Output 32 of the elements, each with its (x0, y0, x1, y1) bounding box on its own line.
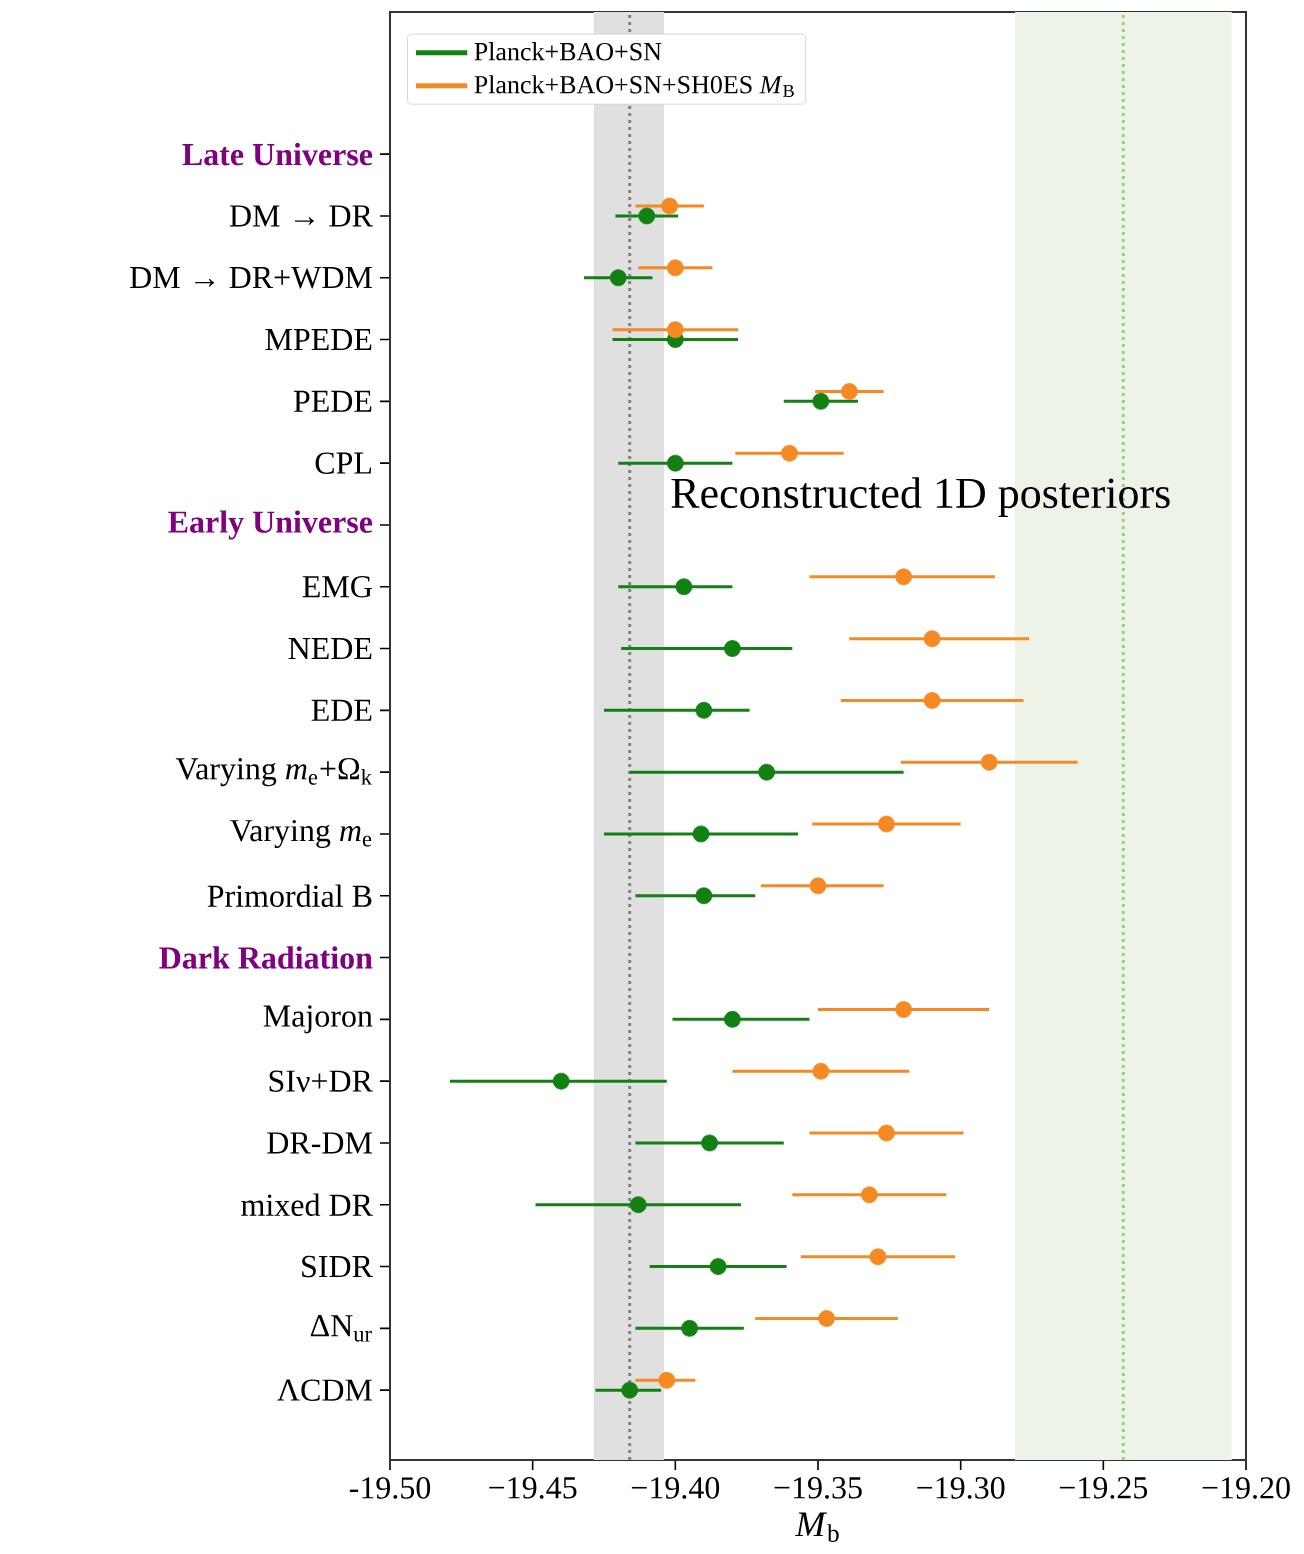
y-tick-label: SIDR (302, 1255, 373, 1278)
legend-label: Planck+BAO+SN (474, 42, 662, 61)
x-tick-label: −19.35 (774, 1477, 862, 1499)
x-tick-label: −19.25 (1059, 1477, 1148, 1499)
y-tick-label: Early Universe (168, 510, 373, 540)
y-tick-label: CPL (315, 452, 372, 474)
y-tick-label: SIν+DR (269, 1070, 373, 1092)
x-axis-title: M$_{b}$ (794, 1512, 839, 1542)
x-tick-label: −19.30 (917, 1477, 1005, 1499)
y-tick-label: NEDE (288, 638, 372, 660)
y-tick-label: EDE (311, 699, 372, 721)
y-tick-label: Late Universe (182, 142, 373, 166)
y-tick-label: DM → DR (229, 205, 373, 227)
y-tick-label: PEDE (293, 390, 372, 412)
y-tick-label: mixed DR (241, 1193, 373, 1217)
y-tick-label: DR-DM (267, 1132, 372, 1154)
y-tick-label: Varying m$_{e}$ (229, 819, 372, 848)
y-tick-label: MPEDE (265, 329, 372, 351)
y-tick-label: Dark Radiation (159, 946, 373, 969)
y-tick-label: Primordial B (207, 884, 372, 908)
y-tick-label: Majoron (263, 1005, 373, 1034)
y-tick-label: EMG (302, 576, 372, 598)
y-tick-label: ΔN$_{ur}$ (310, 1315, 372, 1342)
annotation: Reconstructed 1D posteriors (671, 477, 1170, 518)
x-tick-label: −19.20 (1202, 1477, 1290, 1499)
x-tick-label: −19.40 (631, 1477, 720, 1499)
x-tick-label: −19.45 (489, 1477, 577, 1499)
x-tick-label: -19.50 (349, 1477, 431, 1499)
y-tick-label: Varying m$_{e}$+Ω$_{k}$ (175, 758, 372, 787)
y-tick-label: DM → DR+WDM (130, 267, 372, 289)
legend-label: Planck+BAO+SN+SH0ES M$_{B}$ (474, 75, 794, 97)
y-tick-label: ΛCDM (277, 1379, 372, 1401)
